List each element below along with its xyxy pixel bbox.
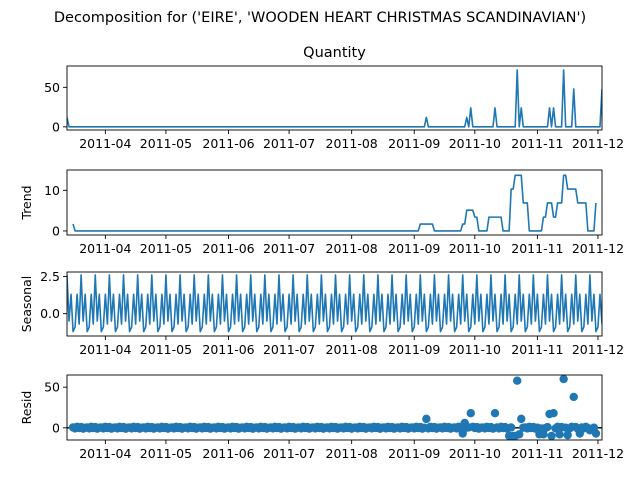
y-tick-label: 0 — [52, 119, 60, 134]
resid-point — [569, 392, 578, 402]
y-tick-label: 0 — [52, 223, 60, 238]
plot-area-trend — [72, 174, 597, 232]
resid-point — [506, 423, 516, 432]
x-tick-label: 2011-04 — [79, 136, 131, 151]
y-tick-label: 0.0 — [40, 306, 60, 321]
x-tick-label: 2011-09 — [388, 342, 440, 357]
x-tick-label: 2011-11 — [511, 446, 563, 461]
resid-point — [591, 429, 601, 438]
x-tick-label: 2011-08 — [326, 446, 378, 461]
x-tick-label: 2011-05 — [140, 136, 192, 151]
y-tick-label: 2.5 — [40, 269, 60, 284]
y-axis-label-trend: Trend — [19, 185, 34, 220]
x-tick-label: 2011-06 — [202, 446, 254, 461]
panel-seasonal: Seasonal 2011-04 2011-05 2011-06 2011-07 2011… — [19, 269, 624, 357]
x-tick-label: 2011-05 — [140, 241, 192, 256]
resid-point — [547, 431, 556, 440]
figure-title: Decomposition for ('EIRE', 'WOODEN HEART… — [54, 10, 586, 26]
y-tick-label: 0 — [52, 420, 60, 435]
x-tick-label: 2011-12 — [572, 342, 624, 357]
resid-point — [543, 422, 552, 432]
x-tick-label: 2011-10 — [449, 241, 501, 256]
x-tick-label: 2011-09 — [388, 446, 440, 461]
resid-point — [490, 408, 500, 418]
x-tick-label: 2011-06 — [202, 241, 254, 256]
axes-frame-trend — [66, 169, 603, 236]
x-tick-label: 2011-04 — [79, 342, 131, 357]
x-tick-label: 2011-12 — [572, 241, 624, 256]
y-tick-label: 10 — [44, 183, 60, 198]
x-tick-label: 2011-12 — [572, 136, 624, 151]
panel-title-observed: Quantity — [303, 45, 366, 61]
resid-point — [559, 375, 568, 384]
resid-point — [466, 408, 475, 418]
resid-point — [515, 430, 524, 439]
y-axis-label-seasonal: Seasonal — [19, 276, 34, 333]
axes-frame-resid — [66, 374, 603, 441]
x-tick-label: 2011-06 — [202, 342, 254, 357]
resid-point — [513, 376, 522, 385]
resid-point — [563, 430, 572, 440]
y-axis-label-resid: Resid — [19, 391, 34, 425]
x-tick-label: 2011-04 — [79, 446, 131, 461]
panel-resid: Resid 2011-04 2011-05 2011-06 2011-07 2011-08… — [19, 374, 624, 461]
x-tick-label: 2011-08 — [326, 241, 378, 256]
x-tick-label: 2011-11 — [511, 342, 563, 357]
x-tick-label: 2011-07 — [263, 136, 315, 151]
x-tick-label: 2011-06 — [202, 136, 254, 151]
x-tick-label: 2011-05 — [140, 446, 192, 461]
resid-point — [555, 430, 564, 439]
x-tick-label: 2011-07 — [263, 342, 315, 357]
x-tick-label: 2011-10 — [449, 446, 501, 461]
y-tick-label: 50 — [44, 380, 60, 395]
x-tick-label: 2011-09 — [388, 241, 440, 256]
x-tick-label: 2011-10 — [449, 342, 501, 357]
x-tick-label: 2011-07 — [263, 446, 315, 461]
x-tick-label: 2011-08 — [326, 342, 378, 357]
x-tick-label: 2011-11 — [511, 241, 563, 256]
x-tick-label: 2011-11 — [511, 136, 563, 151]
y-tick-label: 50 — [44, 80, 60, 95]
panel-observed: Quantity 2011-04 2011-05 2011-06 2011-07 2011… — [44, 45, 624, 151]
plot-area-seasonal — [67, 274, 602, 333]
plot-area-resid — [67, 375, 602, 440]
axes-frame-observed — [66, 65, 603, 131]
series-line-seasonal — [67, 274, 602, 333]
panel-trend: Trend 2011-04 2011-05 2011-06 2011-07 2011-08… — [19, 169, 624, 256]
x-tick-label: 2011-05 — [140, 342, 192, 357]
axes-frame-seasonal — [66, 271, 603, 337]
resid-point — [422, 414, 431, 424]
x-tick-label: 2011-12 — [572, 446, 624, 461]
resid-point — [517, 414, 526, 424]
resid-point — [458, 429, 467, 438]
x-tick-label: 2011-07 — [263, 241, 315, 256]
resid-point — [549, 408, 558, 418]
plot-area-observed — [67, 69, 602, 128]
x-tick-label: 2011-09 — [388, 136, 440, 151]
x-tick-label: 2011-04 — [79, 241, 131, 256]
series-line-trend — [72, 174, 597, 232]
series-line-observed — [67, 69, 602, 128]
x-tick-label: 2011-10 — [449, 136, 501, 151]
x-tick-label: 2011-08 — [326, 136, 378, 151]
